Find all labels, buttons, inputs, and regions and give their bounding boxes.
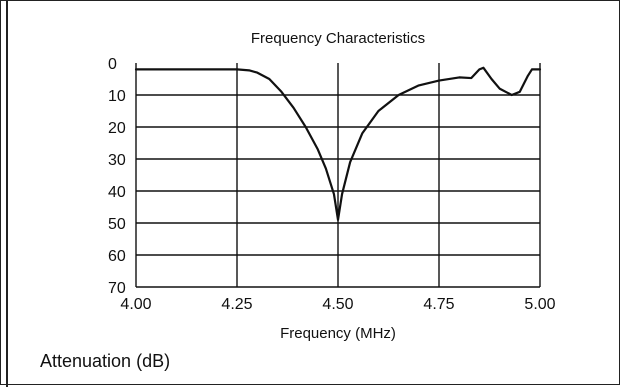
y-tick-label: 60	[108, 248, 126, 265]
y-tick-label: 70	[108, 280, 126, 297]
y-tick-label: 10	[108, 88, 126, 105]
chart-frame-left-edge	[0, 0, 8, 387]
y-axis-label: Attenuation (dB)	[40, 351, 171, 371]
x-tick-label: 4.75	[423, 296, 454, 313]
y-tick-label: 20	[108, 120, 126, 137]
x-tick-label: 5.00	[524, 296, 555, 313]
x-tick-label: 4.25	[221, 296, 252, 313]
y-tick-label: 40	[108, 184, 126, 201]
y-tick-label: 0	[108, 56, 117, 73]
x-tick-label: 4.50	[322, 296, 353, 313]
y-tick-label: 50	[108, 216, 126, 233]
series-line	[134, 66, 542, 221]
y-tick-label: 30	[108, 152, 126, 169]
x-axis-label: Frequency (MHz)	[280, 325, 396, 342]
x-tick-label: 4.00	[120, 296, 151, 313]
chart-title: Frequency Characteristics	[250, 30, 426, 47]
